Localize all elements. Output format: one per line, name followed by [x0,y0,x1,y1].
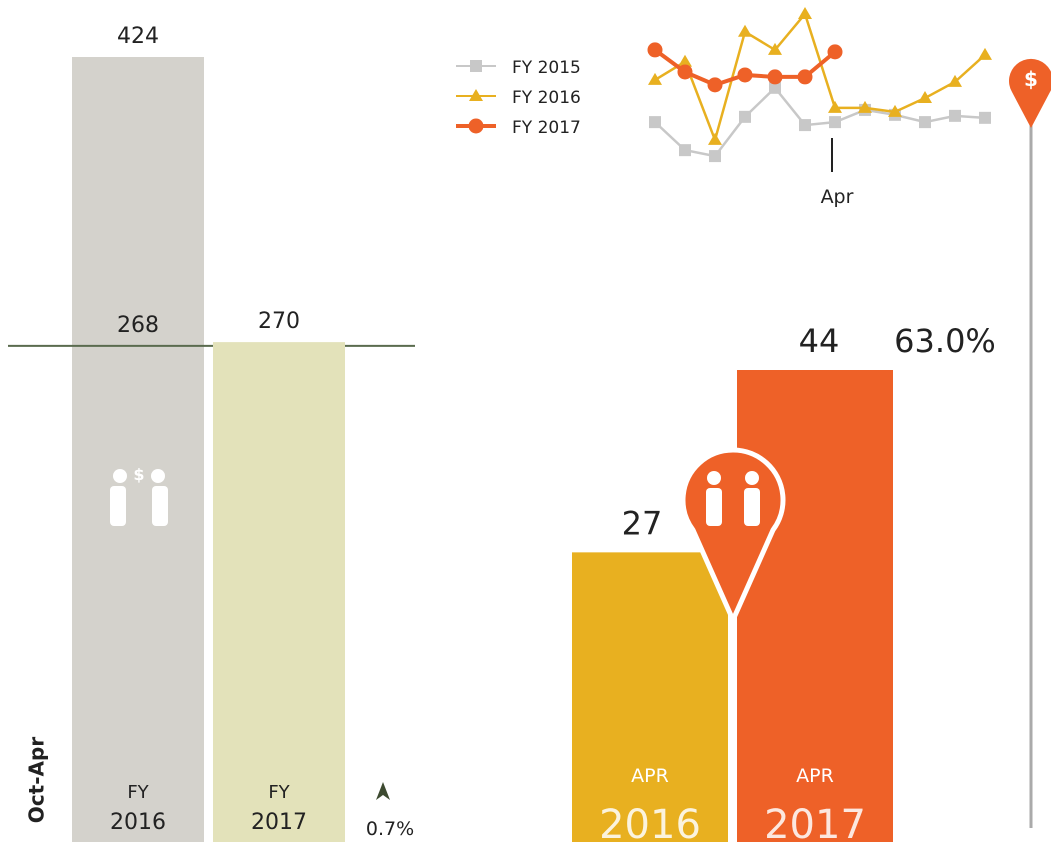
marker [918,91,932,104]
marker [948,74,962,87]
marker [827,44,843,60]
bar [737,370,893,842]
marker [678,54,692,67]
marker [979,111,991,124]
pin-icon: $ [1024,67,1038,91]
marker [888,104,902,117]
marker [768,42,782,55]
marker [949,109,961,122]
marker [677,64,693,80]
category-label: FY [127,782,149,803]
marker [468,118,484,134]
marker [649,116,661,129]
marker [709,150,721,163]
legend-label: FY 2016 [512,88,581,108]
marker [679,144,691,157]
icon-part [744,488,760,526]
marker [797,69,813,85]
category-label: APR [796,765,834,787]
marker [470,60,482,72]
change-label: 0.7% [366,818,414,840]
people-icon: $ [110,465,168,526]
people-icon [706,471,760,526]
svg-text:$: $ [133,465,144,484]
marker [469,89,483,101]
category-label: 2017 [251,810,307,835]
marker [648,72,662,85]
marker [707,77,723,93]
up-arrow [376,782,390,800]
marker [828,100,842,113]
value-label: 44 [799,322,840,360]
value-label: 27 [622,504,663,542]
marker [738,24,752,37]
marker [647,42,663,58]
marker [799,119,811,132]
series-line [654,11,986,144]
series-line [654,85,986,158]
value-label: 270 [258,309,300,334]
dollar-pin [1009,58,1051,128]
marker [769,81,781,94]
legend-label: FY 2017 [512,118,581,138]
marker [737,67,753,83]
bar [213,342,345,842]
category-label: 2016 [599,802,701,842]
marker [978,47,992,60]
value-label: 268 [117,313,159,338]
marker [919,116,931,129]
marker [739,110,751,123]
category-label: APR [631,765,669,787]
marker [798,6,812,19]
marker [767,69,783,85]
bar [572,552,728,842]
legend-label: FY 2015 [512,58,581,78]
icon-part [745,471,759,485]
value-label: 424 [117,24,159,49]
bar [72,57,204,842]
category-label: 2016 [110,810,166,835]
icon-part [706,488,722,526]
marker [858,100,872,113]
marker [829,116,841,129]
marker [708,132,722,145]
category-label: 2017 [764,802,866,842]
change-label: 63.0% [894,322,996,360]
x-tick-label: Apr [821,186,854,208]
category-label: FY [268,782,290,803]
axis-label: Oct-Apr [25,737,49,824]
icon-part [707,471,721,485]
